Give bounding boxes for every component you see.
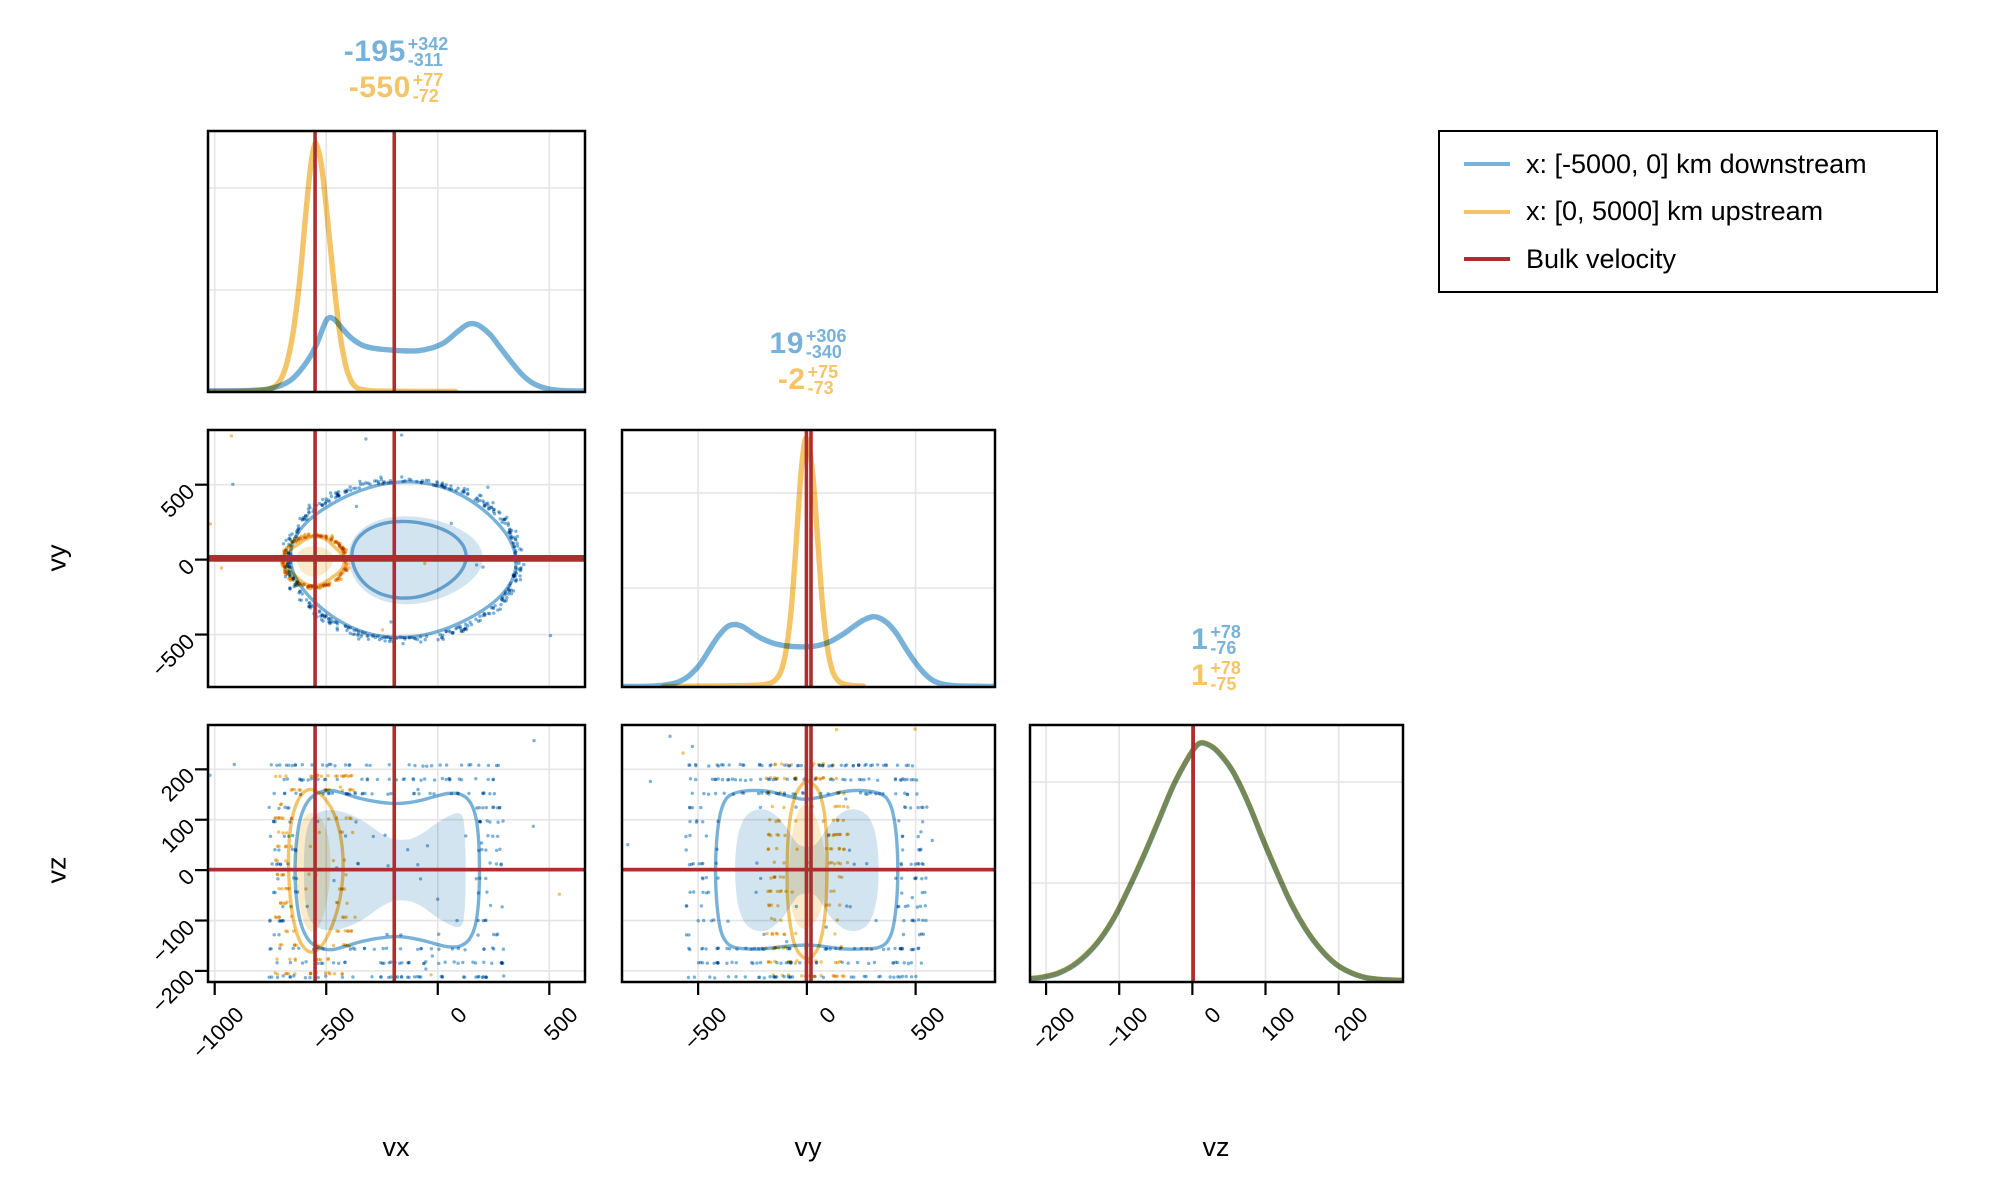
summary-title-vx: -195 +342 -311 -550 +77 -72 <box>344 34 449 106</box>
downstream-line-swatch <box>1464 162 1510 166</box>
legend-item-upstream: x: [0, 5000] km upstream <box>1464 196 1912 227</box>
summary-vx-downstream: -195 +342 -311 <box>344 34 449 70</box>
summary-minus: -75 <box>1210 674 1237 694</box>
panel-vx-hist <box>208 131 585 392</box>
panel-frame <box>206 129 587 394</box>
summary-plus: +77 <box>412 70 444 90</box>
legend-label: Bulk velocity <box>1526 243 1677 274</box>
summary-value: -195 <box>343 35 406 68</box>
legend-label: x: [-5000, 0] km downstream <box>1526 148 1867 179</box>
panel-vx-vy <box>208 430 585 687</box>
panel-frame <box>620 428 997 689</box>
panel-vy-vz <box>622 725 995 982</box>
downstream-kde-curve <box>208 314 585 392</box>
downstream-kde-curve <box>1030 740 1403 982</box>
summary-plus: +78 <box>1210 622 1241 642</box>
panel-frame <box>206 428 587 689</box>
summary-value: -2 <box>777 363 806 396</box>
upstream-density-fill <box>295 812 331 932</box>
legend-item-bulk-velocity: Bulk velocity <box>1464 244 1912 275</box>
summary-vz-upstream: 1 +78 -75 <box>1191 658 1241 694</box>
summary-vy-downstream: 19 +306 -340 <box>770 326 847 362</box>
summary-plus: +306 <box>805 326 847 346</box>
upstream-line-swatch <box>1464 209 1510 214</box>
summary-value: 1 <box>1191 659 1209 692</box>
axis-label-vy-left: vy <box>41 544 72 572</box>
summary-value: 19 <box>769 327 804 360</box>
summary-title-vy: 19 +306 -340 -2 +75 -73 <box>770 326 847 398</box>
summary-minus: -76 <box>1210 638 1237 658</box>
legend-item-downstream: x: [-5000, 0] km downstream <box>1464 149 1912 180</box>
summary-vz-downstream: 1 +78 -76 <box>1191 622 1241 658</box>
upstream-kde-curve <box>660 435 867 687</box>
axis-label-vz-bottom: vz <box>1202 1132 1230 1162</box>
summary-minus: -73 <box>807 378 834 398</box>
summary-vx-upstream: -550 +77 -72 <box>344 70 449 106</box>
summary-minus: -72 <box>412 86 439 106</box>
summary-value: -550 <box>348 71 411 104</box>
panel-vz-hist <box>1030 725 1403 982</box>
summary-vy-upstream: -2 +75 -73 <box>770 362 847 398</box>
summary-plus: +78 <box>1210 658 1241 678</box>
summary-title-vz: 1 +78 -76 1 +78 -75 <box>1191 622 1241 694</box>
panel-vy-hist <box>622 430 995 687</box>
axis-label-vx: vx <box>382 1132 410 1162</box>
summary-minus: -340 <box>805 342 842 362</box>
axis-label-vy-bottom: vy <box>794 1132 822 1162</box>
legend-label: x: [0, 5000] km upstream <box>1526 196 1824 226</box>
downstream-kde-curve <box>622 614 995 687</box>
axis-label-vz-left: vz <box>41 856 72 884</box>
panel-vx-vz <box>208 725 585 982</box>
panel-frame <box>620 723 997 984</box>
panel-frame <box>1028 723 1405 984</box>
summary-plus: +75 <box>807 362 839 382</box>
legend: x: [-5000, 0] km downstream x: [0, 5000]… <box>1438 130 1938 293</box>
summary-value: 1 <box>1191 623 1209 656</box>
bulk-velocity-line-swatch <box>1464 257 1510 261</box>
summary-minus: -311 <box>407 50 443 70</box>
panel-frame <box>206 723 587 984</box>
upstream-kde-curve <box>208 140 459 392</box>
summary-plus: +342 <box>407 34 449 54</box>
upstream-kde-curve <box>1030 739 1403 982</box>
